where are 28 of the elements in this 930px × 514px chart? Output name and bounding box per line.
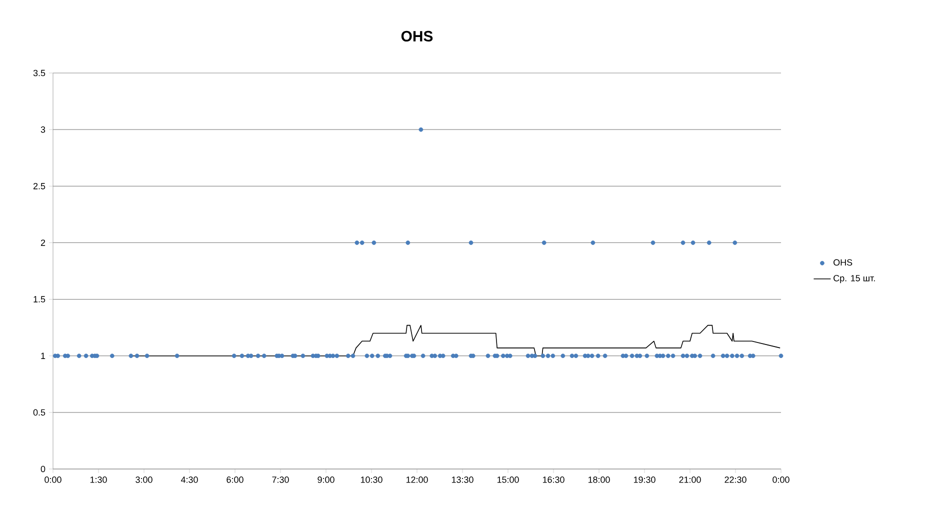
x-tick-label: 0:00: [772, 476, 790, 483]
legend-label: OHS: [834, 259, 852, 266]
legend-label: Ср. 15 шт.: [834, 274, 875, 284]
y-tick-label: 2.5: [33, 182, 46, 190]
x-tick-label: 15:00: [497, 476, 519, 483]
x-tick-label: 9:00: [318, 476, 334, 483]
y-tick-label: 0: [40, 466, 46, 472]
x-tick-label: 6:00: [226, 476, 244, 483]
x-tick-label: 19:30: [634, 476, 656, 483]
y-tick-label: 1: [41, 352, 46, 359]
x-tick-label: 1:30: [90, 476, 107, 483]
y-tick-label: 1.5: [34, 296, 46, 302]
x-tick-label: 22:30: [724, 476, 746, 483]
x-tick-label: 12:00: [406, 476, 428, 483]
x-tick-label: 10:30: [360, 476, 382, 483]
x-tick-label: 21:00: [679, 476, 701, 483]
x-tick-label: 16:30: [542, 476, 564, 483]
x-tick-label: 3:00: [136, 476, 152, 483]
y-tick-label: 3: [40, 126, 46, 133]
x-tick-label: 4:30: [180, 476, 198, 483]
x-tick-label: 0:00: [44, 476, 62, 483]
y-tick-label: 0.5: [33, 409, 46, 416]
y-tick-label: 2: [40, 240, 46, 246]
x-tick-label: 18:00: [588, 476, 610, 483]
x-tick-label: 13:30: [452, 476, 474, 483]
y-tick-label: 3.5: [33, 70, 46, 76]
x-tick-label: 7:30: [272, 476, 289, 483]
chart-title: OHS: [401, 30, 433, 42]
